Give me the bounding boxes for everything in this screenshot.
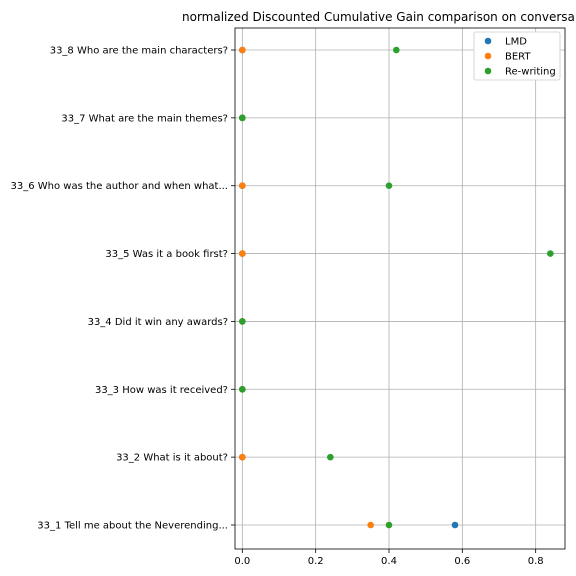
legend: LMD BERT Re-writing (473, 31, 561, 81)
point-bert (239, 182, 246, 190)
point-re-writing (393, 46, 400, 54)
point-bert (367, 521, 374, 529)
point-re-writing (385, 182, 393, 190)
y-tick-label: 33_8 Who are the main characters? (50, 46, 228, 57)
point-re-writing (239, 385, 246, 393)
x-tick-label: 0.0 (234, 556, 250, 567)
point-re-writing (385, 521, 393, 529)
point-bert (239, 453, 246, 461)
x-axis: 0.0 0.2 0.4 0.6 0.8 (234, 549, 544, 567)
point-re-writing (239, 318, 246, 325)
x-tick-label: 0.4 (381, 556, 397, 567)
point-lmd (451, 521, 459, 529)
data-points (239, 46, 554, 529)
legend-label: LMD (505, 37, 527, 48)
y-tick-label: 33_2 What is it about? (116, 453, 228, 464)
y-tick-label: 33_6 Who was the author and when what... (11, 181, 229, 192)
legend-label: BERT (505, 52, 531, 63)
x-tick-label: 0.2 (308, 556, 324, 567)
point-re-writing (239, 114, 246, 122)
y-tick-label: 33_7 What are the main themes? (61, 113, 228, 124)
legend-marker (484, 37, 492, 45)
legend-marker (484, 52, 492, 60)
point-re-writing (327, 453, 334, 461)
y-axis: 33_1 Tell me about the Neverending... 33_… (11, 46, 235, 532)
point-bert (239, 250, 246, 257)
plot-frame (234, 27, 566, 550)
point-re-writing (547, 250, 554, 257)
legend-label: Re-writing (505, 67, 556, 78)
y-tick-label: 33_4 Did it win any awards? (88, 317, 228, 328)
y-tick-label: 33_5 Was it a book first? (105, 249, 228, 260)
y-tick-label: 33_3 How was it received? (95, 385, 228, 396)
y-tick-label: 33_1 Tell me about the Neverending... (37, 521, 228, 532)
point-bert (239, 46, 246, 54)
x-tick-label: 0.6 (454, 556, 470, 567)
x-tick-label: 0.8 (528, 556, 544, 567)
legend-marker (484, 67, 492, 75)
chart-title: normalized Discounted Cumulative Gain co… (182, 10, 575, 24)
grid (235, 28, 565, 549)
legend-box (473, 31, 561, 81)
